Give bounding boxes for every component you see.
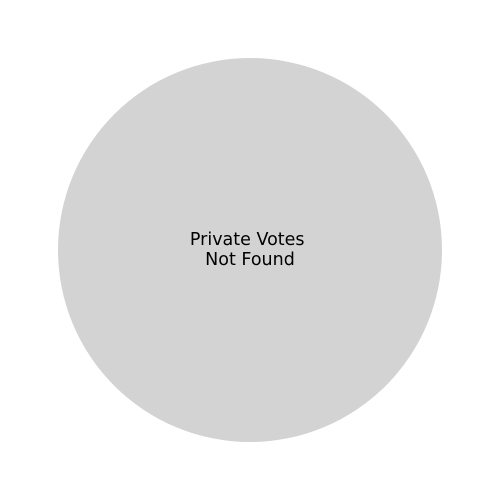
pie-slices — [58, 58, 442, 442]
pie-slice-label-line-1: Private Votes — [190, 230, 305, 250]
pie-slice-label: Private Votes Not Found — [190, 230, 310, 270]
pie-slice-label-line-2: Not Found — [205, 250, 295, 270]
pie-slice-0 — [58, 58, 442, 442]
